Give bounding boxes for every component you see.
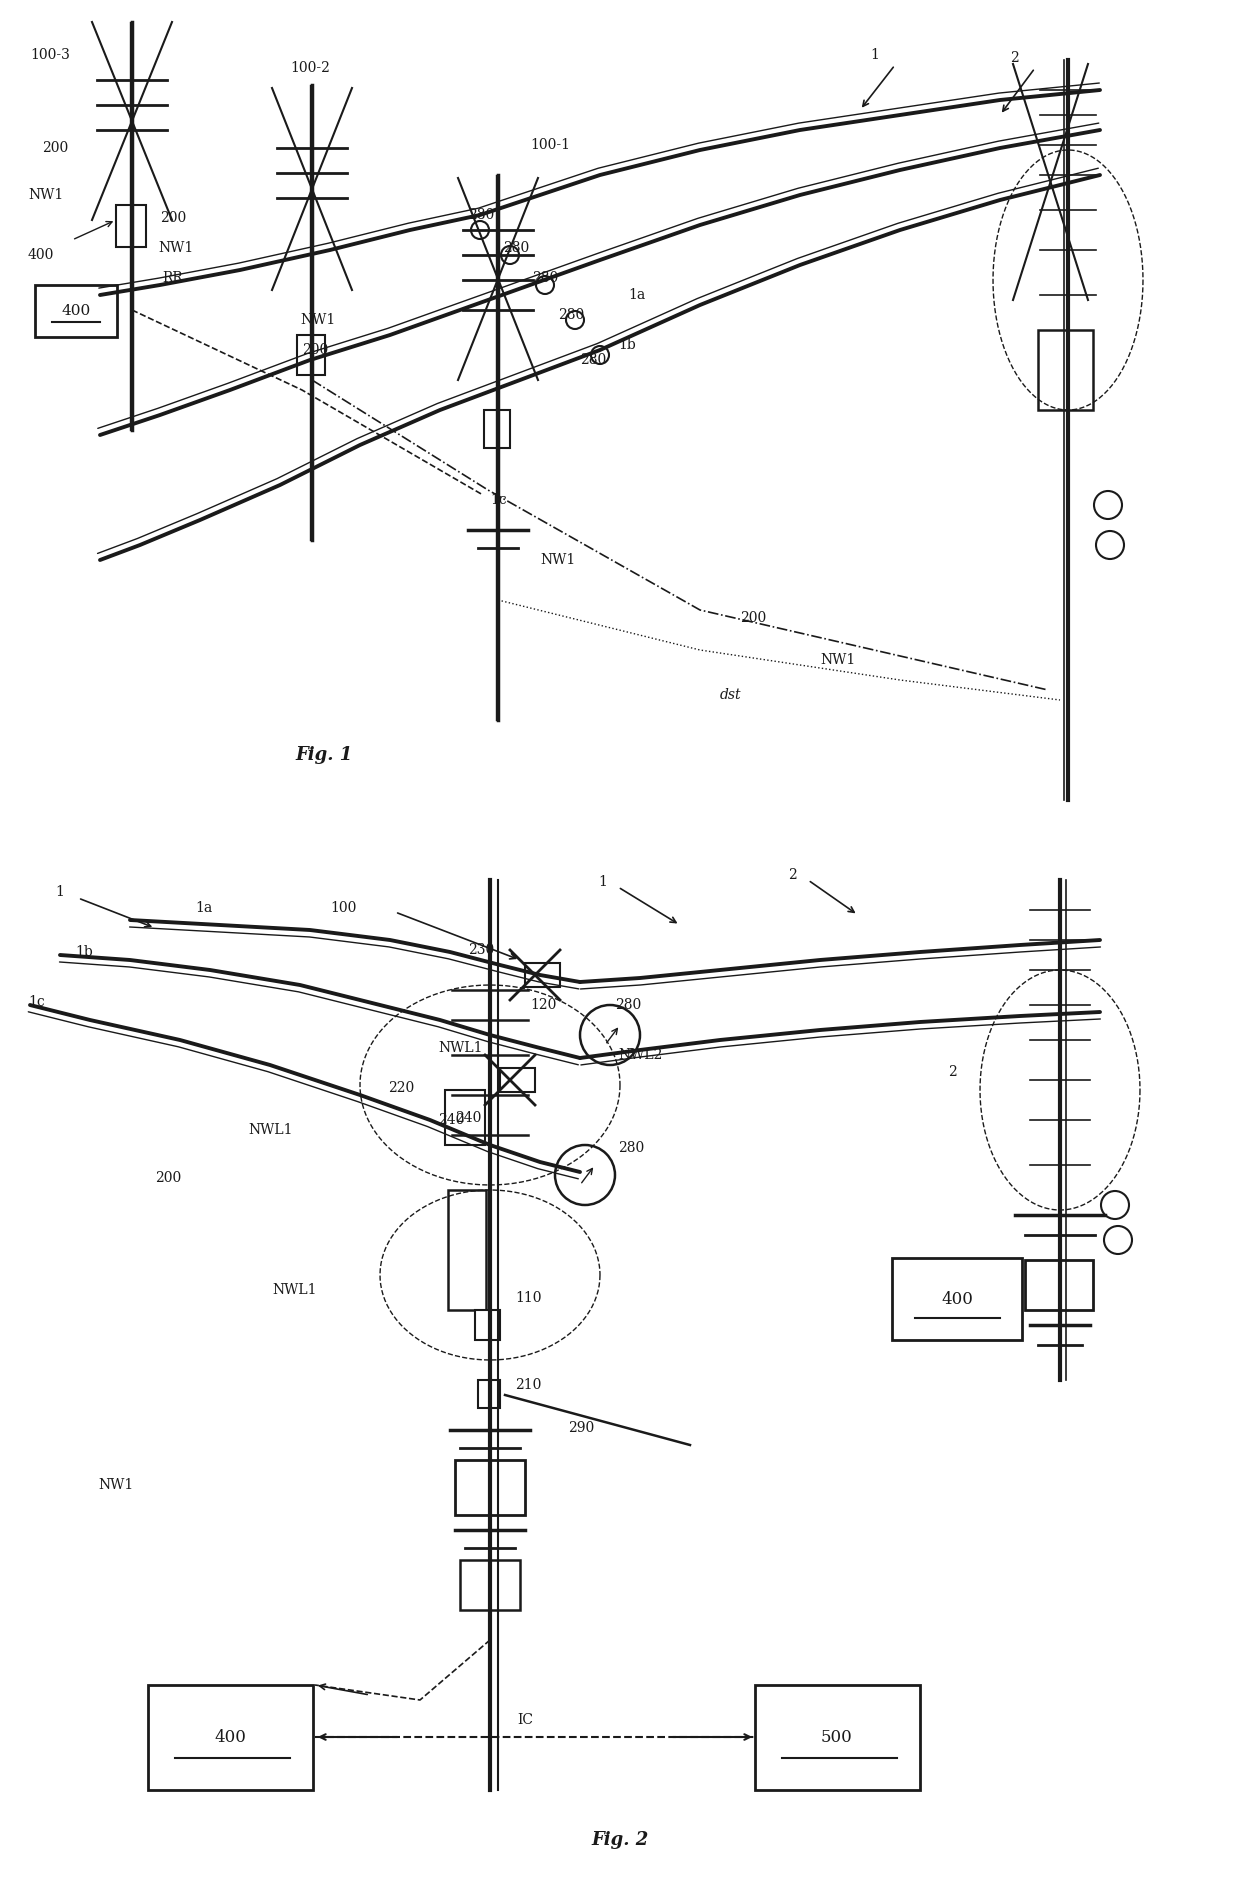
Text: NW1: NW1 — [300, 313, 335, 328]
Circle shape — [471, 222, 489, 239]
Bar — [445, 1091, 485, 1146]
Circle shape — [501, 246, 520, 263]
Text: 230: 230 — [467, 943, 495, 956]
Text: Fig. 2: Fig. 2 — [591, 1831, 649, 1849]
Text: NWL1: NWL1 — [438, 1042, 482, 1055]
Text: 240: 240 — [438, 1114, 464, 1127]
Text: NWL1: NWL1 — [248, 1123, 293, 1136]
Text: NW1: NW1 — [29, 188, 63, 203]
Text: dst: dst — [720, 688, 742, 703]
Text: 1a: 1a — [195, 902, 212, 915]
Bar — [148, 1686, 312, 1790]
Text: 280: 280 — [467, 208, 495, 222]
Text: 1c: 1c — [490, 492, 507, 508]
Bar — [477, 1381, 500, 1407]
Circle shape — [1094, 491, 1122, 519]
Text: 200: 200 — [303, 343, 329, 356]
Bar — [500, 1068, 534, 1093]
Text: 2: 2 — [787, 867, 797, 883]
Circle shape — [565, 311, 584, 330]
Bar — [455, 1460, 525, 1515]
Text: 200: 200 — [42, 140, 68, 155]
Bar — [460, 1561, 520, 1610]
Text: 1c: 1c — [29, 994, 45, 1010]
Text: NW1: NW1 — [157, 241, 193, 256]
Text: 1b: 1b — [618, 337, 636, 352]
Text: 1a: 1a — [627, 288, 645, 301]
Text: 100-1: 100-1 — [529, 138, 570, 152]
Text: 1: 1 — [598, 875, 606, 888]
Text: 280: 280 — [558, 309, 584, 322]
Text: 1: 1 — [870, 47, 879, 63]
Text: NWL1: NWL1 — [272, 1282, 316, 1297]
Text: 400: 400 — [29, 248, 55, 261]
Text: 200: 200 — [155, 1170, 181, 1186]
Text: 100-3: 100-3 — [30, 47, 69, 63]
Text: 400: 400 — [61, 305, 91, 318]
Text: 500: 500 — [821, 1729, 853, 1746]
Bar — [484, 409, 510, 449]
Text: 2: 2 — [1011, 51, 1019, 64]
Bar — [35, 284, 117, 337]
Circle shape — [536, 277, 554, 294]
Circle shape — [591, 347, 609, 364]
Text: 120: 120 — [529, 998, 557, 1011]
Text: 200: 200 — [160, 210, 186, 225]
Text: 280: 280 — [618, 1140, 645, 1155]
Circle shape — [556, 1146, 615, 1205]
Bar — [892, 1258, 1022, 1339]
Bar — [448, 1189, 486, 1311]
Text: 1: 1 — [55, 884, 64, 900]
Text: 280: 280 — [503, 241, 529, 256]
Text: 200: 200 — [740, 612, 766, 625]
Text: NW1: NW1 — [820, 653, 856, 667]
Text: NW1: NW1 — [98, 1477, 133, 1492]
Text: 110: 110 — [515, 1292, 542, 1305]
Text: NWL2: NWL2 — [618, 1047, 662, 1063]
Text: 400: 400 — [941, 1292, 973, 1309]
Bar — [117, 205, 146, 246]
Text: 290: 290 — [568, 1420, 594, 1436]
Bar — [298, 335, 325, 375]
Text: RR: RR — [162, 271, 182, 284]
Text: 220: 220 — [388, 1081, 414, 1095]
Text: 2: 2 — [949, 1064, 957, 1080]
Text: 100-2: 100-2 — [290, 61, 330, 76]
Bar — [1025, 1260, 1092, 1311]
Bar — [475, 1311, 500, 1339]
Bar — [1038, 330, 1092, 409]
Text: 100: 100 — [330, 902, 356, 915]
Circle shape — [580, 1006, 640, 1064]
Text: 280: 280 — [532, 271, 558, 284]
Text: 1b: 1b — [74, 945, 93, 958]
Bar — [525, 962, 560, 987]
Circle shape — [1101, 1191, 1128, 1220]
Text: IC: IC — [517, 1712, 533, 1727]
Text: Fig. 1: Fig. 1 — [295, 746, 352, 763]
Bar — [755, 1686, 920, 1790]
Text: 240: 240 — [455, 1112, 481, 1125]
Text: 280: 280 — [580, 352, 606, 367]
Text: 400: 400 — [215, 1729, 246, 1746]
Circle shape — [1104, 1225, 1132, 1254]
Circle shape — [1096, 530, 1123, 559]
Text: 210: 210 — [515, 1379, 542, 1392]
Text: NW1: NW1 — [539, 553, 575, 566]
Text: 280: 280 — [615, 998, 641, 1011]
